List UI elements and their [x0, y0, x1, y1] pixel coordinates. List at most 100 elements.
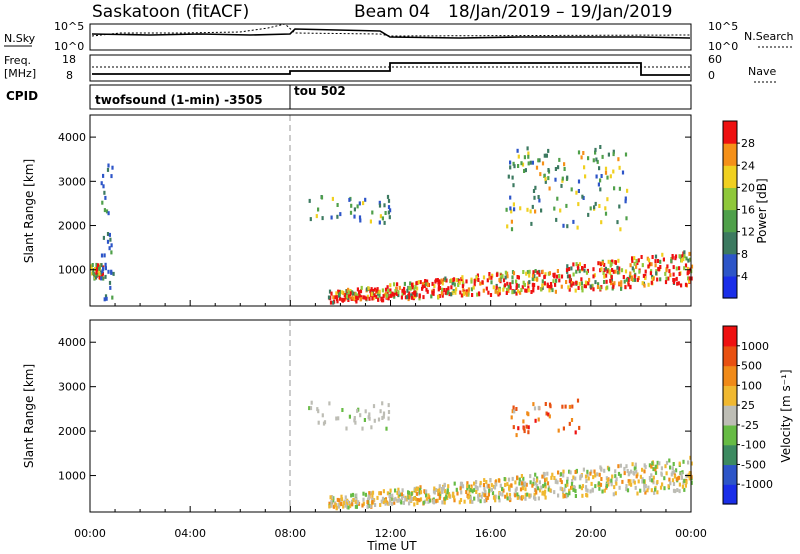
power-scatter-cell: [101, 269, 104, 274]
velocity-scatter-cell: [584, 474, 588, 479]
power-scatter-cell: [609, 174, 612, 179]
velocity-scatter-cell: [473, 496, 476, 501]
velocity-scatter-cell: [348, 414, 351, 419]
power-scatter-cell: [683, 250, 686, 255]
velocity-scatter-cell: [535, 478, 539, 483]
velocity-colorbar-frame: [722, 325, 738, 505]
velocity-scatter-cell: [372, 404, 376, 409]
velocity-scatter-cell: [593, 469, 596, 474]
power-scatter-cell: [448, 292, 451, 297]
velocity-scatter-cell: [444, 489, 447, 493]
power-scatter-cell: [517, 283, 520, 288]
velocity-scatter-cell: [561, 404, 564, 409]
velocity-scatter-cell: [603, 488, 606, 493]
power-scatter-cell: [599, 286, 602, 291]
power-scatter-cell: [599, 268, 602, 273]
power-scatter-cell: [577, 286, 580, 290]
velocity-scatter-cell: [401, 488, 404, 493]
power-scatter-cell: [395, 286, 398, 291]
power-scatter-cell: [90, 266, 93, 271]
power-scatter-cell: [572, 262, 575, 267]
cpid-segment-1: twofsound (1-min) -3505: [95, 93, 263, 107]
velocity-scatter-cell: [532, 477, 536, 482]
velocity-scatter-cell: [650, 473, 653, 478]
velocity-scatter-cell: [397, 487, 400, 492]
power-scatter-cell: [502, 287, 505, 292]
power-scatter-cell: [506, 281, 509, 286]
velocity-scatter-cell: [419, 485, 422, 490]
velocity-scatter-cell: [342, 504, 345, 509]
power-scatter-cell: [378, 289, 381, 294]
velocity-scatter-cell: [317, 409, 320, 414]
power-scatter-cell: [330, 215, 333, 220]
velocity-scatter-cell: [617, 471, 621, 476]
power-scatter-cell: [107, 163, 110, 168]
velocity-scatter-cell: [576, 398, 580, 403]
velocity-scatter-cell: [547, 412, 550, 417]
power-scatter-cell: [616, 220, 619, 225]
power-scatter-cell: [360, 285, 363, 290]
velocity-scatter-cell: [524, 496, 527, 501]
power-scatter-cell: [473, 278, 476, 283]
power-scatter-cell: [366, 294, 369, 299]
velocity-scatter-cell: [534, 481, 538, 486]
velocity-scatter-cell: [484, 489, 487, 494]
velocity-scatter-cell: [480, 494, 483, 499]
velocity-scatter-cell: [544, 484, 547, 489]
velocity-scatter-cell: [663, 476, 666, 481]
velocity-scatter-cell: [517, 426, 520, 431]
power-scatter-cell: [533, 283, 536, 287]
power-scatter-cell: [358, 290, 361, 295]
power-scatter-cell: [426, 282, 429, 287]
power-scatter-cell: [339, 212, 342, 217]
power-scatter-cell: [533, 195, 536, 200]
power-scatter-cell: [526, 207, 529, 212]
power-scatter-cell: [521, 285, 524, 290]
velocity-scatter-cell: [335, 416, 338, 421]
velocity-scatter-cell: [557, 428, 560, 433]
velocity-colorbar-step: [723, 405, 737, 426]
velocity-scatter-cell: [589, 489, 592, 494]
power-scatter-cell: [618, 266, 621, 271]
power-scatter-cell: [509, 160, 512, 165]
velocity-scatter-cell: [344, 503, 347, 508]
velocity-scatter-cell: [675, 477, 678, 482]
power-scatter-cell: [568, 279, 571, 284]
power-scatter-cell: [599, 187, 602, 192]
power-scatter-cell: [577, 179, 581, 184]
power-scatter-cell: [444, 290, 447, 295]
velocity-scatter-cell: [522, 419, 525, 424]
power-scatter-cell: [105, 296, 108, 301]
power-scatter-cell: [336, 297, 339, 302]
velocity-scatter-cell: [308, 406, 311, 411]
velocity-scatter-cell: [541, 490, 545, 495]
power-scatter-cell: [437, 294, 440, 299]
velocity-scatter-cell: [673, 469, 676, 474]
power-scatter-cell: [367, 286, 370, 291]
power-scatter-cell: [422, 295, 425, 300]
velocity-scatter-cell: [514, 493, 517, 498]
velocity-scatter-cell: [613, 485, 616, 490]
velocity-scatter-cell: [351, 502, 354, 507]
power-scatter-cell: [393, 292, 396, 297]
power-scatter-cell: [458, 280, 461, 285]
power-scatter-cell: [517, 164, 520, 168]
velocity-scatter-cell: [479, 499, 482, 504]
power-scatter-cell: [528, 269, 531, 274]
power-scatter-cell: [578, 269, 581, 274]
velocity-scatter-cell: [587, 476, 590, 481]
velocity-scatter-cell: [683, 478, 686, 483]
velocity-scatter-cell: [585, 487, 588, 492]
velocity-scatter-cell: [337, 504, 341, 509]
power-scatter-cell: [423, 284, 426, 288]
velocity-scatter-cell: [518, 477, 521, 482]
power-scatter-cell: [441, 293, 444, 298]
power-colorbar-step: [723, 253, 737, 277]
velocity-scatter-cell: [546, 481, 550, 486]
velocity-scatter-cell: [460, 481, 464, 486]
power-scatter-cell: [330, 291, 333, 296]
power-scatter-cell: [595, 157, 598, 162]
power-scatter-cell: [343, 293, 346, 297]
velocity-scatter-cell: [514, 480, 517, 485]
velocity-scatter-cell: [544, 478, 547, 483]
